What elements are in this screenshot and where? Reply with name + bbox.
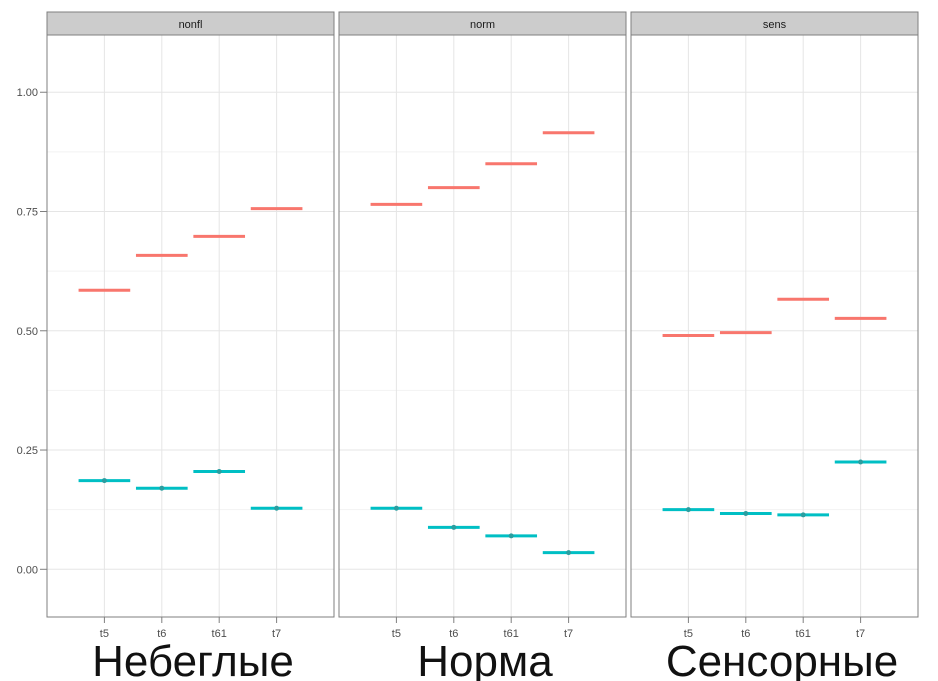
- facet-caption: Небеглые: [92, 637, 294, 681]
- mean-point: [800, 512, 806, 518]
- panel-background: [339, 35, 626, 617]
- facet-caption: Сенсорные: [666, 637, 898, 681]
- mean-point: [508, 533, 514, 539]
- facet-caption: Норма: [417, 637, 553, 681]
- x-tick-label: t61: [212, 628, 227, 640]
- mean-point: [743, 510, 749, 516]
- y-tick-label: 0.25: [17, 445, 38, 457]
- mean-point: [159, 485, 165, 491]
- mean-point: [216, 469, 222, 474]
- x-tick-label: t6: [157, 628, 166, 640]
- panel-background: [47, 35, 334, 617]
- x-tick-label: t7: [272, 628, 281, 640]
- facet-strip-label: norm: [470, 19, 495, 31]
- mean-point: [451, 524, 457, 530]
- x-tick-label: t5: [684, 628, 693, 640]
- x-tick-label: t6: [449, 628, 458, 640]
- mean-point: [393, 505, 399, 511]
- mean-point: [101, 478, 107, 484]
- panel-border: [630, 34, 919, 618]
- panel-border: [46, 34, 335, 618]
- y-tick-label: 0.50: [17, 326, 38, 338]
- mean-point: [858, 459, 864, 465]
- mean-point: [566, 550, 572, 556]
- mean-point: [274, 505, 280, 511]
- x-tick-label: t7: [564, 628, 573, 640]
- y-tick-label: 0.75: [17, 207, 38, 219]
- mean-point: [685, 507, 691, 513]
- x-tick-label: t5: [392, 628, 401, 640]
- facet-strip-label: sens: [763, 19, 787, 31]
- x-tick-label: t6: [741, 628, 750, 640]
- y-tick-label: 0.00: [17, 564, 38, 576]
- panel-border: [338, 34, 627, 618]
- y-tick-label: 1.00: [17, 87, 38, 99]
- x-tick-label: t7: [856, 628, 865, 640]
- panel-background: [631, 35, 918, 617]
- x-tick-label: t61: [796, 628, 811, 640]
- x-tick-label: t5: [100, 628, 109, 640]
- x-tick-label: t61: [504, 628, 519, 640]
- facet-strip-label: nonfl: [179, 19, 203, 31]
